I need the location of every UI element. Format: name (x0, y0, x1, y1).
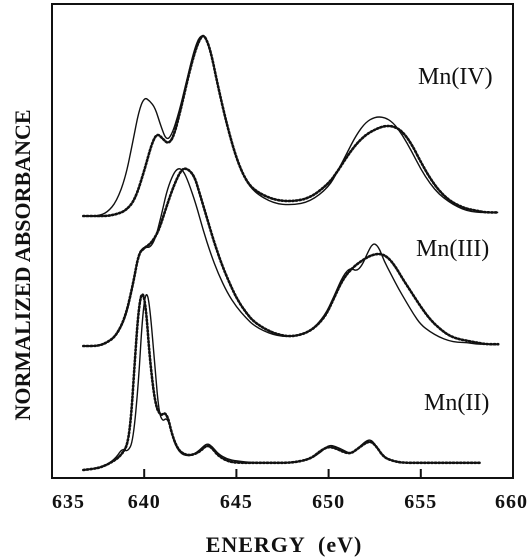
x-tick-label-655: 655 (404, 491, 437, 513)
series-line-mniii-dotted (82, 167, 500, 348)
x-axis-label: ENERGY (eV) (206, 532, 363, 557)
series-line-mnii-dotted (82, 293, 482, 472)
x-tick-label-635: 635 (52, 491, 85, 513)
x-tick-label-640: 640 (128, 491, 161, 513)
series-line-mniv-dotted (82, 34, 500, 218)
annotation-mn-iv: Mn(IV) (418, 64, 493, 90)
x-tick-layer: 635 640 645 650 655 660 (51, 469, 528, 513)
x-tick-label-645: 645 (220, 491, 253, 513)
series-layer (82, 34, 500, 472)
plot-frame (51, 3, 514, 479)
x-tick-label-660: 660 (495, 491, 528, 513)
series-line-mniv-solid (83, 35, 499, 217)
y-axis-label: NORMALIZED ABSORBANCE (10, 109, 35, 420)
x-tick-label-650: 650 (312, 491, 345, 513)
series-line-mniii-solid (83, 168, 499, 347)
annotation-mn-iii: Mn(III) (416, 236, 489, 262)
series-line-mnii-solid (83, 294, 480, 471)
annotation-mn-ii: Mn(II) (424, 390, 489, 416)
